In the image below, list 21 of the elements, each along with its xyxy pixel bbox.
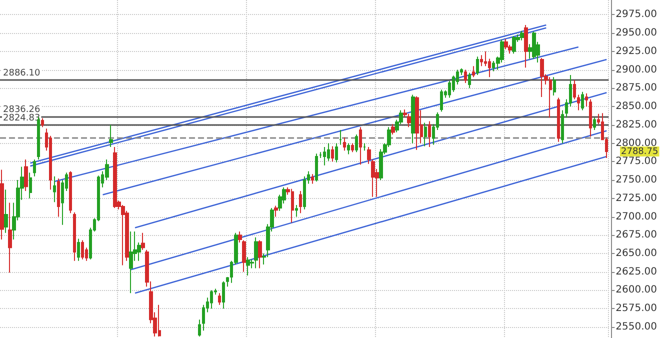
y-tick-label: 2675.00 [616, 230, 658, 241]
ref-line-label: 2886.10 [3, 68, 40, 79]
y-tick-label: 2575.00 [616, 303, 658, 314]
y-tick-label: 2775.00 [616, 156, 658, 168]
y-tick-label: 2750.00 [616, 174, 658, 186]
y-tick-label: 2925.00 [616, 46, 658, 57]
y-tick-label: 2700.00 [616, 211, 658, 222]
y-tick-label: 2825.00 [616, 119, 658, 130]
y-tick-label: 2950.00 [616, 28, 658, 39]
y-tick-label: 2975.00 [616, 9, 658, 20]
y-tick-label: 2800.00 [616, 138, 658, 149]
ref-line-label: 2824.83 [3, 114, 40, 124]
y-tick-label: 2625.00 [616, 266, 658, 278]
y-tick-label: 2875.00 [616, 82, 658, 94]
y-tick-label: 2900.00 [616, 64, 658, 76]
text: 2788.75 [621, 147, 658, 158]
y-tick-label: 2550.00 [616, 321, 658, 332]
y-tick-label: 2850.00 [616, 101, 658, 112]
y-tick-label: 2600.00 [616, 284, 658, 296]
y-tick-label: 2650.00 [616, 248, 658, 259]
y-tick-label: 2725.00 [616, 192, 658, 204]
